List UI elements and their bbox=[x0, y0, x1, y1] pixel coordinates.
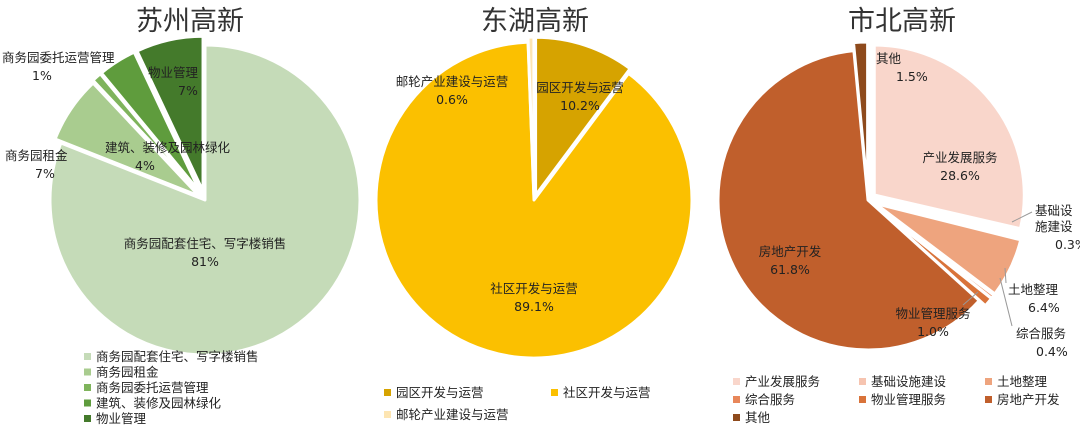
chart-3-legend-label-5: 物业管理服务 bbox=[871, 392, 946, 407]
chart-3-slice-2 bbox=[874, 200, 1024, 240]
chart-3-legend-label-6: 房地产开发 bbox=[997, 392, 1060, 407]
chart-3-slice-6 bbox=[716, 49, 981, 352]
chart-3-data-label-7: 其他 1.5% bbox=[876, 51, 928, 84]
chart-2-data-label-1: 园区开发与运营 10.2% bbox=[536, 80, 624, 113]
chart-3-legend-swatch-6 bbox=[985, 396, 992, 403]
chart-3-data-label-5: 物业管理服务 1.0% bbox=[895, 306, 970, 339]
chart-3-slice-1 bbox=[872, 43, 1026, 231]
chart-3-slice-7 bbox=[852, 40, 870, 194]
chart-1-data-label-1: 商务园配套住宅、写字楼销售 81% bbox=[124, 236, 287, 269]
chart-3-legend-label-4: 综合服务 bbox=[745, 392, 795, 407]
chart-2-legend-label-3: 邮轮产业建设与运营 bbox=[396, 407, 509, 422]
chart-1-legend-label-3: 商务园委托运营管理 bbox=[96, 380, 209, 395]
chart-2-slice-1 bbox=[534, 35, 632, 197]
chart-2-slice-2 bbox=[374, 40, 694, 360]
chart-2-legend-swatch-1 bbox=[384, 389, 391, 396]
chart-1-legend-label-1: 商务园配套住宅、写字楼销售 bbox=[96, 349, 259, 364]
chart-3-legend-swatch-4 bbox=[733, 396, 740, 403]
chart-1-legend: 商务园配套住宅、写字楼销售商务园租金商务园委托运营管理建筑、装修及园林绿化物业管… bbox=[84, 349, 259, 426]
chart-3-legend-swatch-1 bbox=[733, 378, 740, 385]
chart-3-title: 市北高新 bbox=[848, 6, 956, 37]
chart-3-leader-line-3 bbox=[999, 277, 1013, 327]
chart-1-slice-1 bbox=[48, 43, 362, 357]
chart-3-leader-line-1 bbox=[1011, 211, 1033, 223]
chart-2-data-label-2: 社区开发与运营 89.1% bbox=[490, 281, 578, 314]
chart-1-legend-swatch-5 bbox=[84, 415, 91, 422]
chart-3-legend-label-2: 基础设施建设 bbox=[871, 374, 947, 389]
chart-1-legend-swatch-2 bbox=[84, 368, 91, 376]
chart-2-legend-swatch-2 bbox=[551, 389, 558, 396]
chart-1-legend-swatch-3 bbox=[84, 384, 91, 391]
chart-3-legend-swatch-7 bbox=[733, 414, 740, 421]
chart-1-data-label-4: 建筑、装修及园林绿化 4% bbox=[105, 140, 231, 173]
chart-3-legend-swatch-2 bbox=[859, 378, 866, 385]
chart-1-legend-label-5: 物业管理 bbox=[96, 411, 147, 426]
chart-1-data-label-3: 商务园委托运营管理 1% bbox=[2, 50, 115, 83]
chart-3-legend-label-1: 产业发展服务 bbox=[745, 374, 820, 389]
chart-3-data-label-1: 产业发展服务 28.6% bbox=[922, 150, 997, 183]
chart-3-leader-line-2 bbox=[1004, 267, 1007, 284]
chart-3-data-label-4: 综合服务 0.4% bbox=[1016, 326, 1068, 359]
chart-1-slice-5 bbox=[135, 34, 205, 193]
chart-3-legend-swatch-5 bbox=[859, 396, 866, 403]
chart-1-legend-label-2: 商务园租金 bbox=[96, 365, 159, 380]
chart-2-data-label-3: 邮轮产业建设与运营 0.6% bbox=[396, 74, 509, 107]
chart-2-legend-label-1: 园区开发与运营 bbox=[396, 385, 484, 400]
chart-2-slice-3 bbox=[526, 35, 536, 197]
chart-3-legend-label-7: 其他 bbox=[745, 410, 771, 425]
chart-1-legend-swatch-4 bbox=[84, 399, 91, 407]
chart-1-legend-label-4: 建筑、装修及园林绿化 bbox=[96, 396, 222, 411]
chart-2-title: 东湖高新 bbox=[481, 6, 589, 37]
chart-1-title: 苏州高新 bbox=[136, 6, 244, 37]
chart-2-legend-swatch-3 bbox=[384, 411, 391, 418]
chart-3-data-label-6: 房地产开发 61.8% bbox=[759, 244, 822, 277]
chart-3-data-label-3: 土地整理 6.4% bbox=[1008, 282, 1060, 315]
chart-2-legend-label-2: 社区开发与运营 bbox=[563, 385, 651, 400]
chart-3-legend-label-3: 土地整理 bbox=[997, 374, 1048, 389]
chart-3-leader-line-4 bbox=[962, 291, 979, 306]
chart-3-slice-3 bbox=[873, 201, 1023, 296]
chart-1-slice-4 bbox=[99, 50, 202, 194]
chart-1-data-label-2: 商务园租金 7% bbox=[5, 148, 68, 181]
chart-1-legend-swatch-1 bbox=[84, 353, 91, 360]
chart-1-data-label-5: 物业管理 7% bbox=[148, 65, 199, 98]
chart-3-legend-swatch-3 bbox=[985, 378, 992, 385]
chart-1-slice-2 bbox=[53, 81, 201, 198]
